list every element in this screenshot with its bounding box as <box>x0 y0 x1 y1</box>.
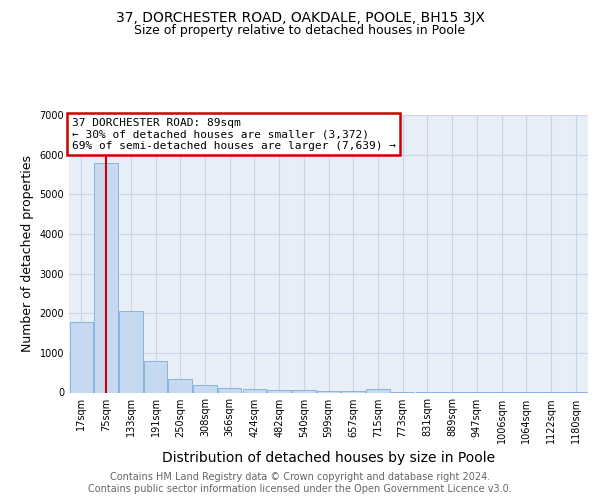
Y-axis label: Number of detached properties: Number of detached properties <box>21 155 34 352</box>
Text: Contains HM Land Registry data © Crown copyright and database right 2024.
Contai: Contains HM Land Registry data © Crown c… <box>88 472 512 494</box>
Bar <box>70 322 93 392</box>
Bar <box>242 389 266 392</box>
Bar <box>366 389 389 392</box>
Bar <box>144 361 167 392</box>
Bar <box>119 311 143 392</box>
X-axis label: Distribution of detached houses by size in Poole: Distribution of detached houses by size … <box>162 451 495 465</box>
Bar <box>268 390 291 392</box>
Text: 37 DORCHESTER ROAD: 89sqm
← 30% of detached houses are smaller (3,372)
69% of se: 37 DORCHESTER ROAD: 89sqm ← 30% of detac… <box>71 118 395 151</box>
Bar <box>193 385 217 392</box>
Bar <box>218 388 241 392</box>
Text: Size of property relative to detached houses in Poole: Size of property relative to detached ho… <box>134 24 466 37</box>
Bar <box>169 379 192 392</box>
Bar <box>94 162 118 392</box>
Bar <box>292 390 316 392</box>
Text: 37, DORCHESTER ROAD, OAKDALE, POOLE, BH15 3JX: 37, DORCHESTER ROAD, OAKDALE, POOLE, BH1… <box>116 11 484 25</box>
Bar <box>341 390 365 392</box>
Bar <box>317 390 340 392</box>
